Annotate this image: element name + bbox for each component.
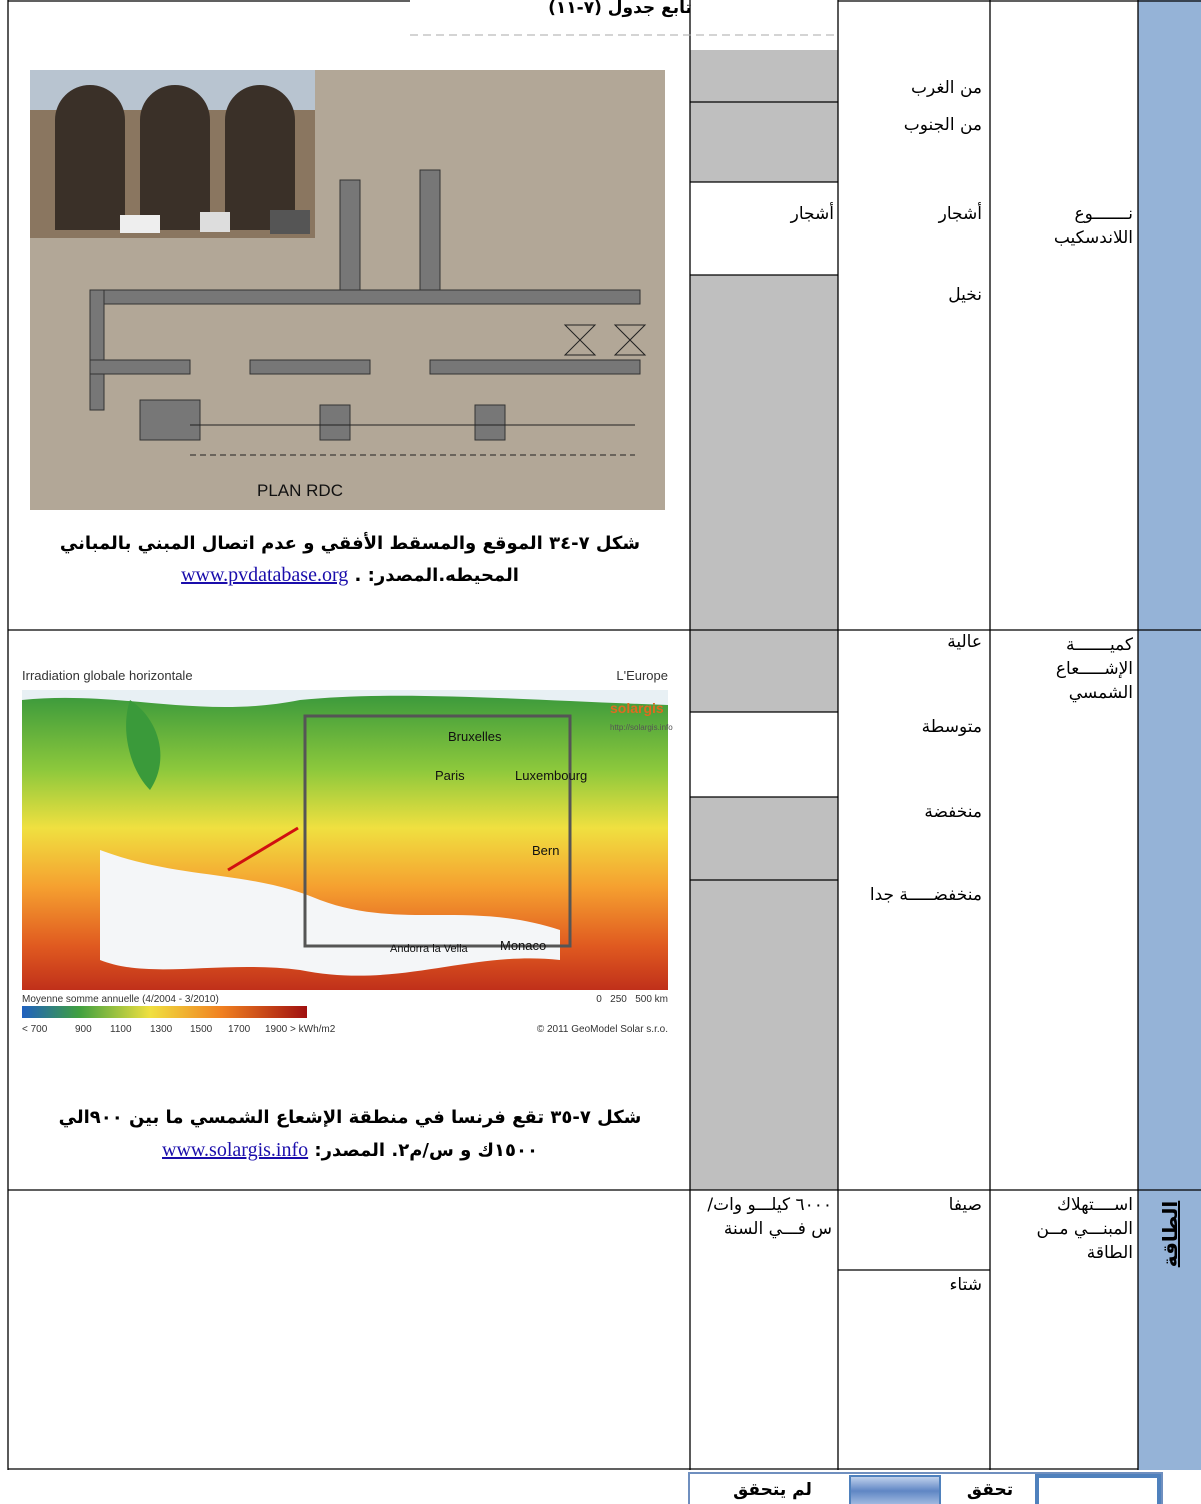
map-scale: 0 250 500 km	[596, 994, 668, 1005]
subitem: من الغرب	[911, 78, 982, 98]
map-legend-tick: < 700	[22, 1024, 48, 1035]
map-url: http://solargis.info	[610, 723, 673, 732]
subitem: متوسطة	[921, 717, 982, 737]
map-place: Andorra la Vella	[390, 943, 469, 955]
legend-swatch-not-achieved	[849, 1475, 941, 1504]
map-legend-tick: 900	[75, 1024, 92, 1035]
legend-label: لم يتحقق	[733, 1480, 812, 1500]
map-place: Monaco	[500, 938, 546, 953]
legend-swatch-achieved	[1035, 1474, 1161, 1504]
caption-text: المحيطه.المصدر: .	[354, 565, 519, 586]
category: اســــتهلاك المبنـــي مــن الطاقة	[1036, 1195, 1133, 1263]
map-legend-tick: 1700	[228, 1024, 251, 1035]
subitem: شتاء	[949, 1275, 982, 1295]
map-place: Bruxelles	[448, 729, 502, 744]
plan-label: PLAN RDC	[257, 481, 343, 500]
map-image: Irradiation globale horizontale L'Europe…	[22, 668, 673, 1035]
map-legend-tick: 1900 > kWh/m2	[265, 1024, 336, 1035]
subitem: نخيل	[948, 285, 982, 305]
category: كميـــــــة الإشـــــعاع الشمسي	[1055, 635, 1133, 703]
map-place: Luxembourg	[515, 768, 587, 783]
map-legend-tick: 1100	[110, 1024, 132, 1035]
legend	[688, 1472, 1163, 1504]
category: نـــــــوع اللاندسكيب	[1053, 204, 1133, 248]
map-legend-tick: 1500	[190, 1024, 213, 1035]
map-credit: © 2011 GeoModel Solar s.r.o.	[537, 1024, 668, 1035]
legend-label: تحقق	[966, 1480, 1014, 1500]
source-link[interactable]: www.solargis.info	[162, 1139, 309, 1161]
value: ٦٠٠٠ كيلـــو وات/س فـــي السنة	[707, 1195, 832, 1239]
side-column	[1138, 0, 1201, 1470]
gray-cells	[690, 50, 838, 1190]
subitem: منخفضـــــة جدا	[869, 885, 982, 905]
map-title: Irradiation globale horizontale	[22, 668, 193, 683]
plan-image: PLAN RDC	[30, 70, 665, 510]
subitem: عالية	[947, 632, 982, 652]
header-title: تابع جدول (٧-١١)	[548, 0, 692, 18]
map-brand: solargis	[610, 700, 664, 716]
value: أشجار	[790, 204, 834, 224]
subitem: صيفا	[948, 1195, 982, 1215]
subitem: من الجنوب	[903, 115, 982, 135]
caption: شكل ٧-٣٥ تقع فرنسا في منطقة الإشعاع الشم…	[58, 1107, 642, 1128]
caption: شكل ٧-٣٤ الموقع والمسقط الأفقي و عدم اتص…	[59, 533, 641, 554]
caption: المحيطه.المصدر: . www.pvdatabase.org	[20, 560, 680, 591]
map-place: Paris	[435, 768, 465, 783]
table-lines	[7, 0, 1201, 1470]
source-link[interactable]: www.pvdatabase.org	[181, 564, 349, 586]
subitem: أشجار	[938, 204, 982, 224]
map-region: L'Europe	[616, 668, 668, 683]
section-label: الطاقة	[1158, 1200, 1182, 1268]
caption: ١٥٠٠ك و س/م٢. المصدر: www.solargis.info	[20, 1135, 680, 1166]
subitem: منخفضة	[924, 802, 982, 822]
map-legend-title: Moyenne somme annuelle (4/2004 - 3/2010)	[22, 994, 219, 1005]
map-place: Bern	[532, 843, 559, 858]
caption-text: ١٥٠٠ك و س/م٢. المصدر:	[314, 1140, 538, 1161]
map-legend-tick: 1300	[150, 1024, 173, 1035]
